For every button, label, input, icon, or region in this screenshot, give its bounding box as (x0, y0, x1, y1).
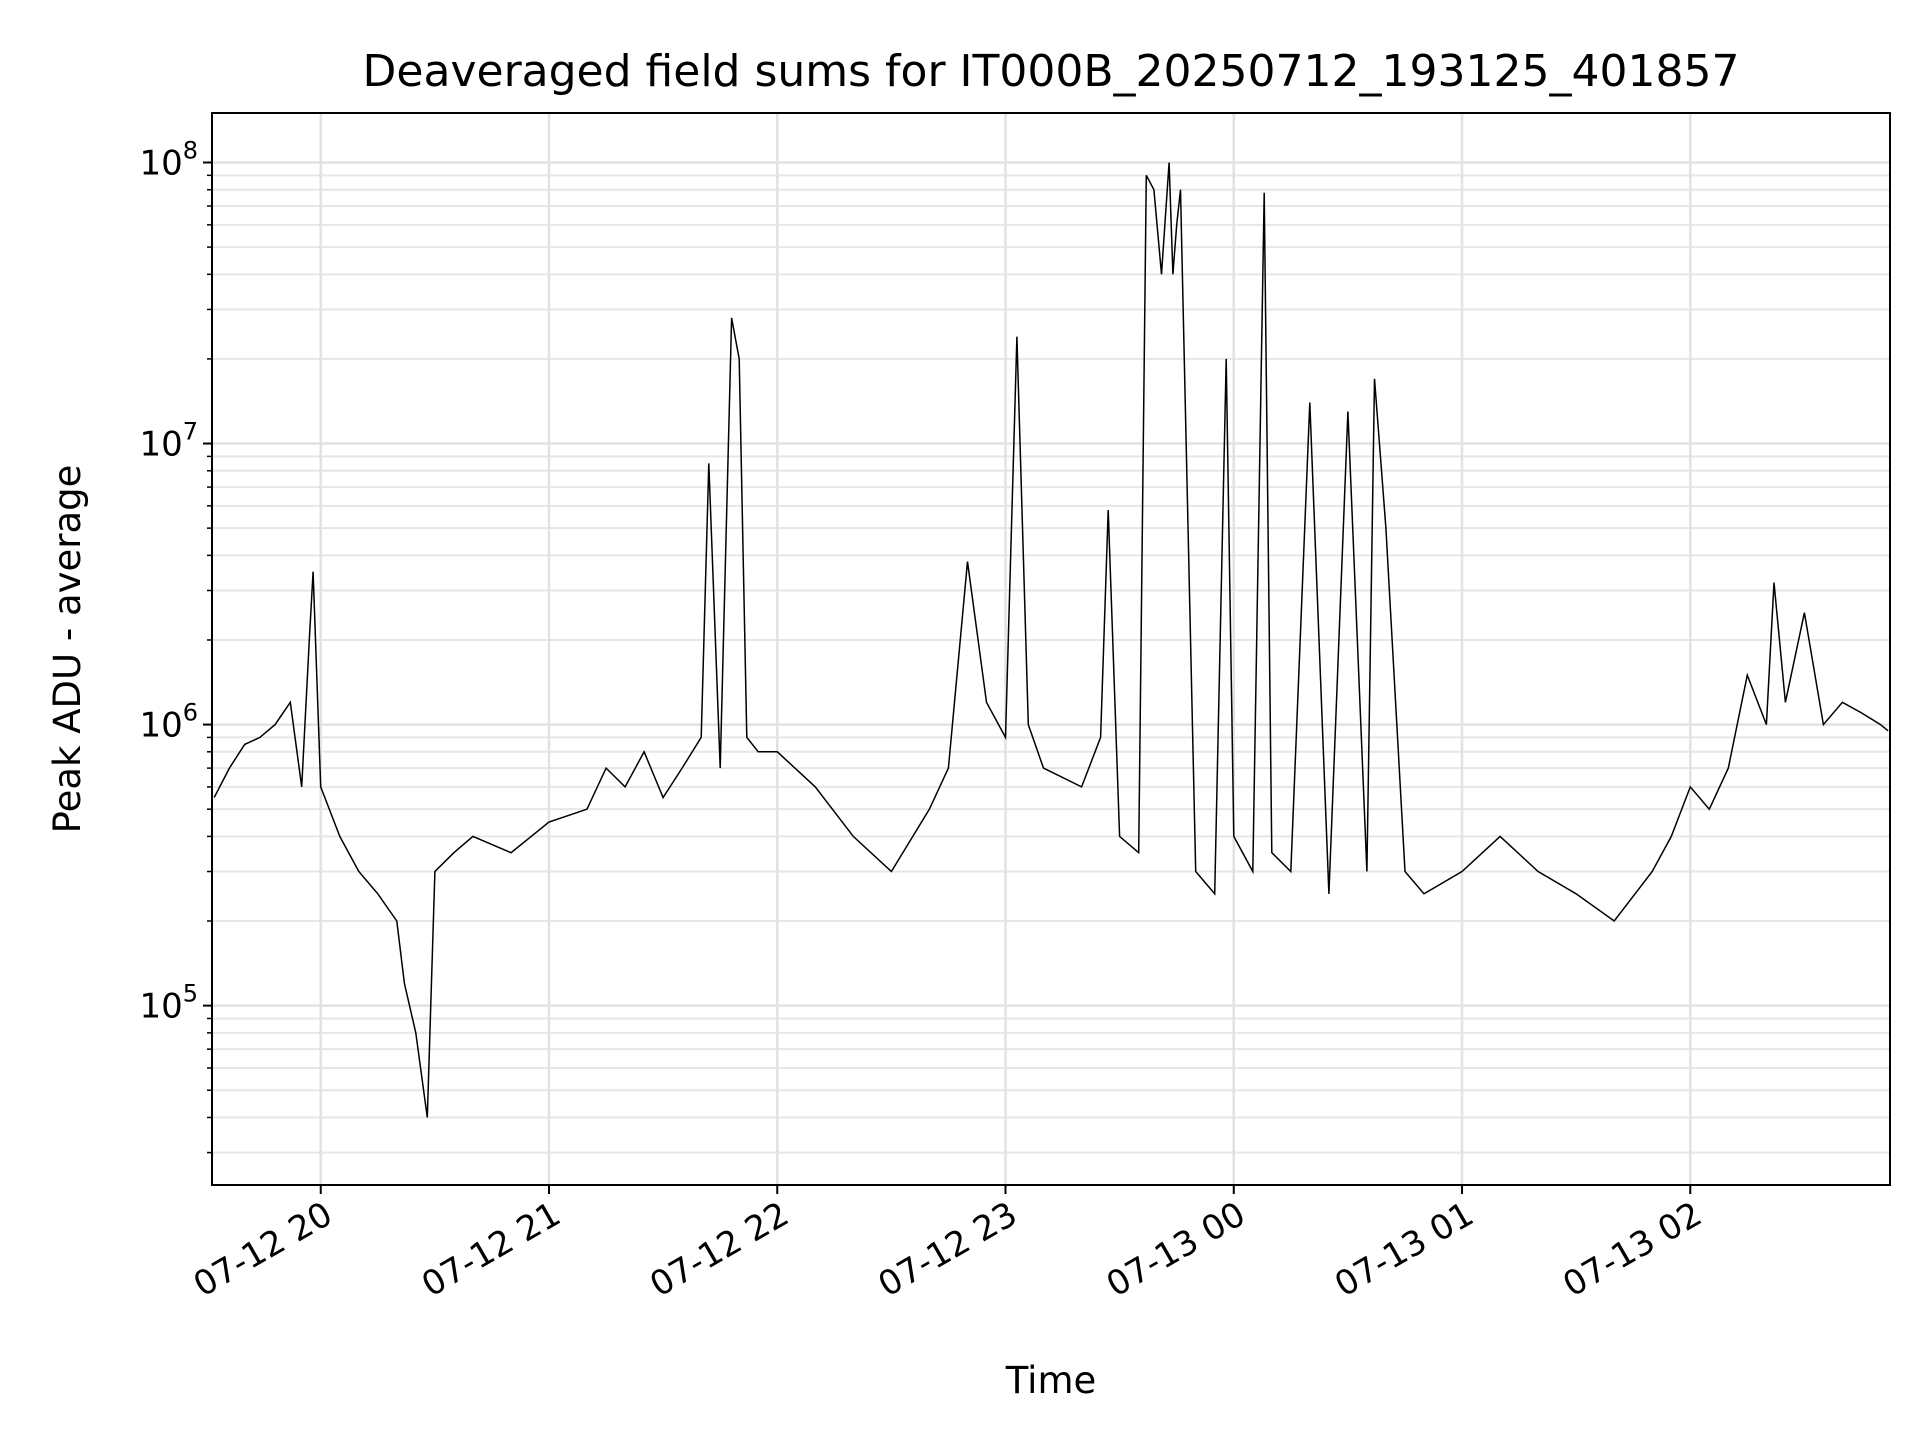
chart-title: Deaveraged field sums for IT000B_2025071… (363, 46, 1740, 97)
series-layer (213, 162, 1889, 1118)
plot-frame (211, 112, 1891, 1186)
series-line (213, 162, 1889, 1118)
y-tick-label: 106 (139, 699, 198, 746)
grid (212, 113, 1890, 1185)
x-axis-label: Time (1005, 1359, 1097, 1402)
y-axis-label: Peak ADU - average (46, 465, 89, 834)
